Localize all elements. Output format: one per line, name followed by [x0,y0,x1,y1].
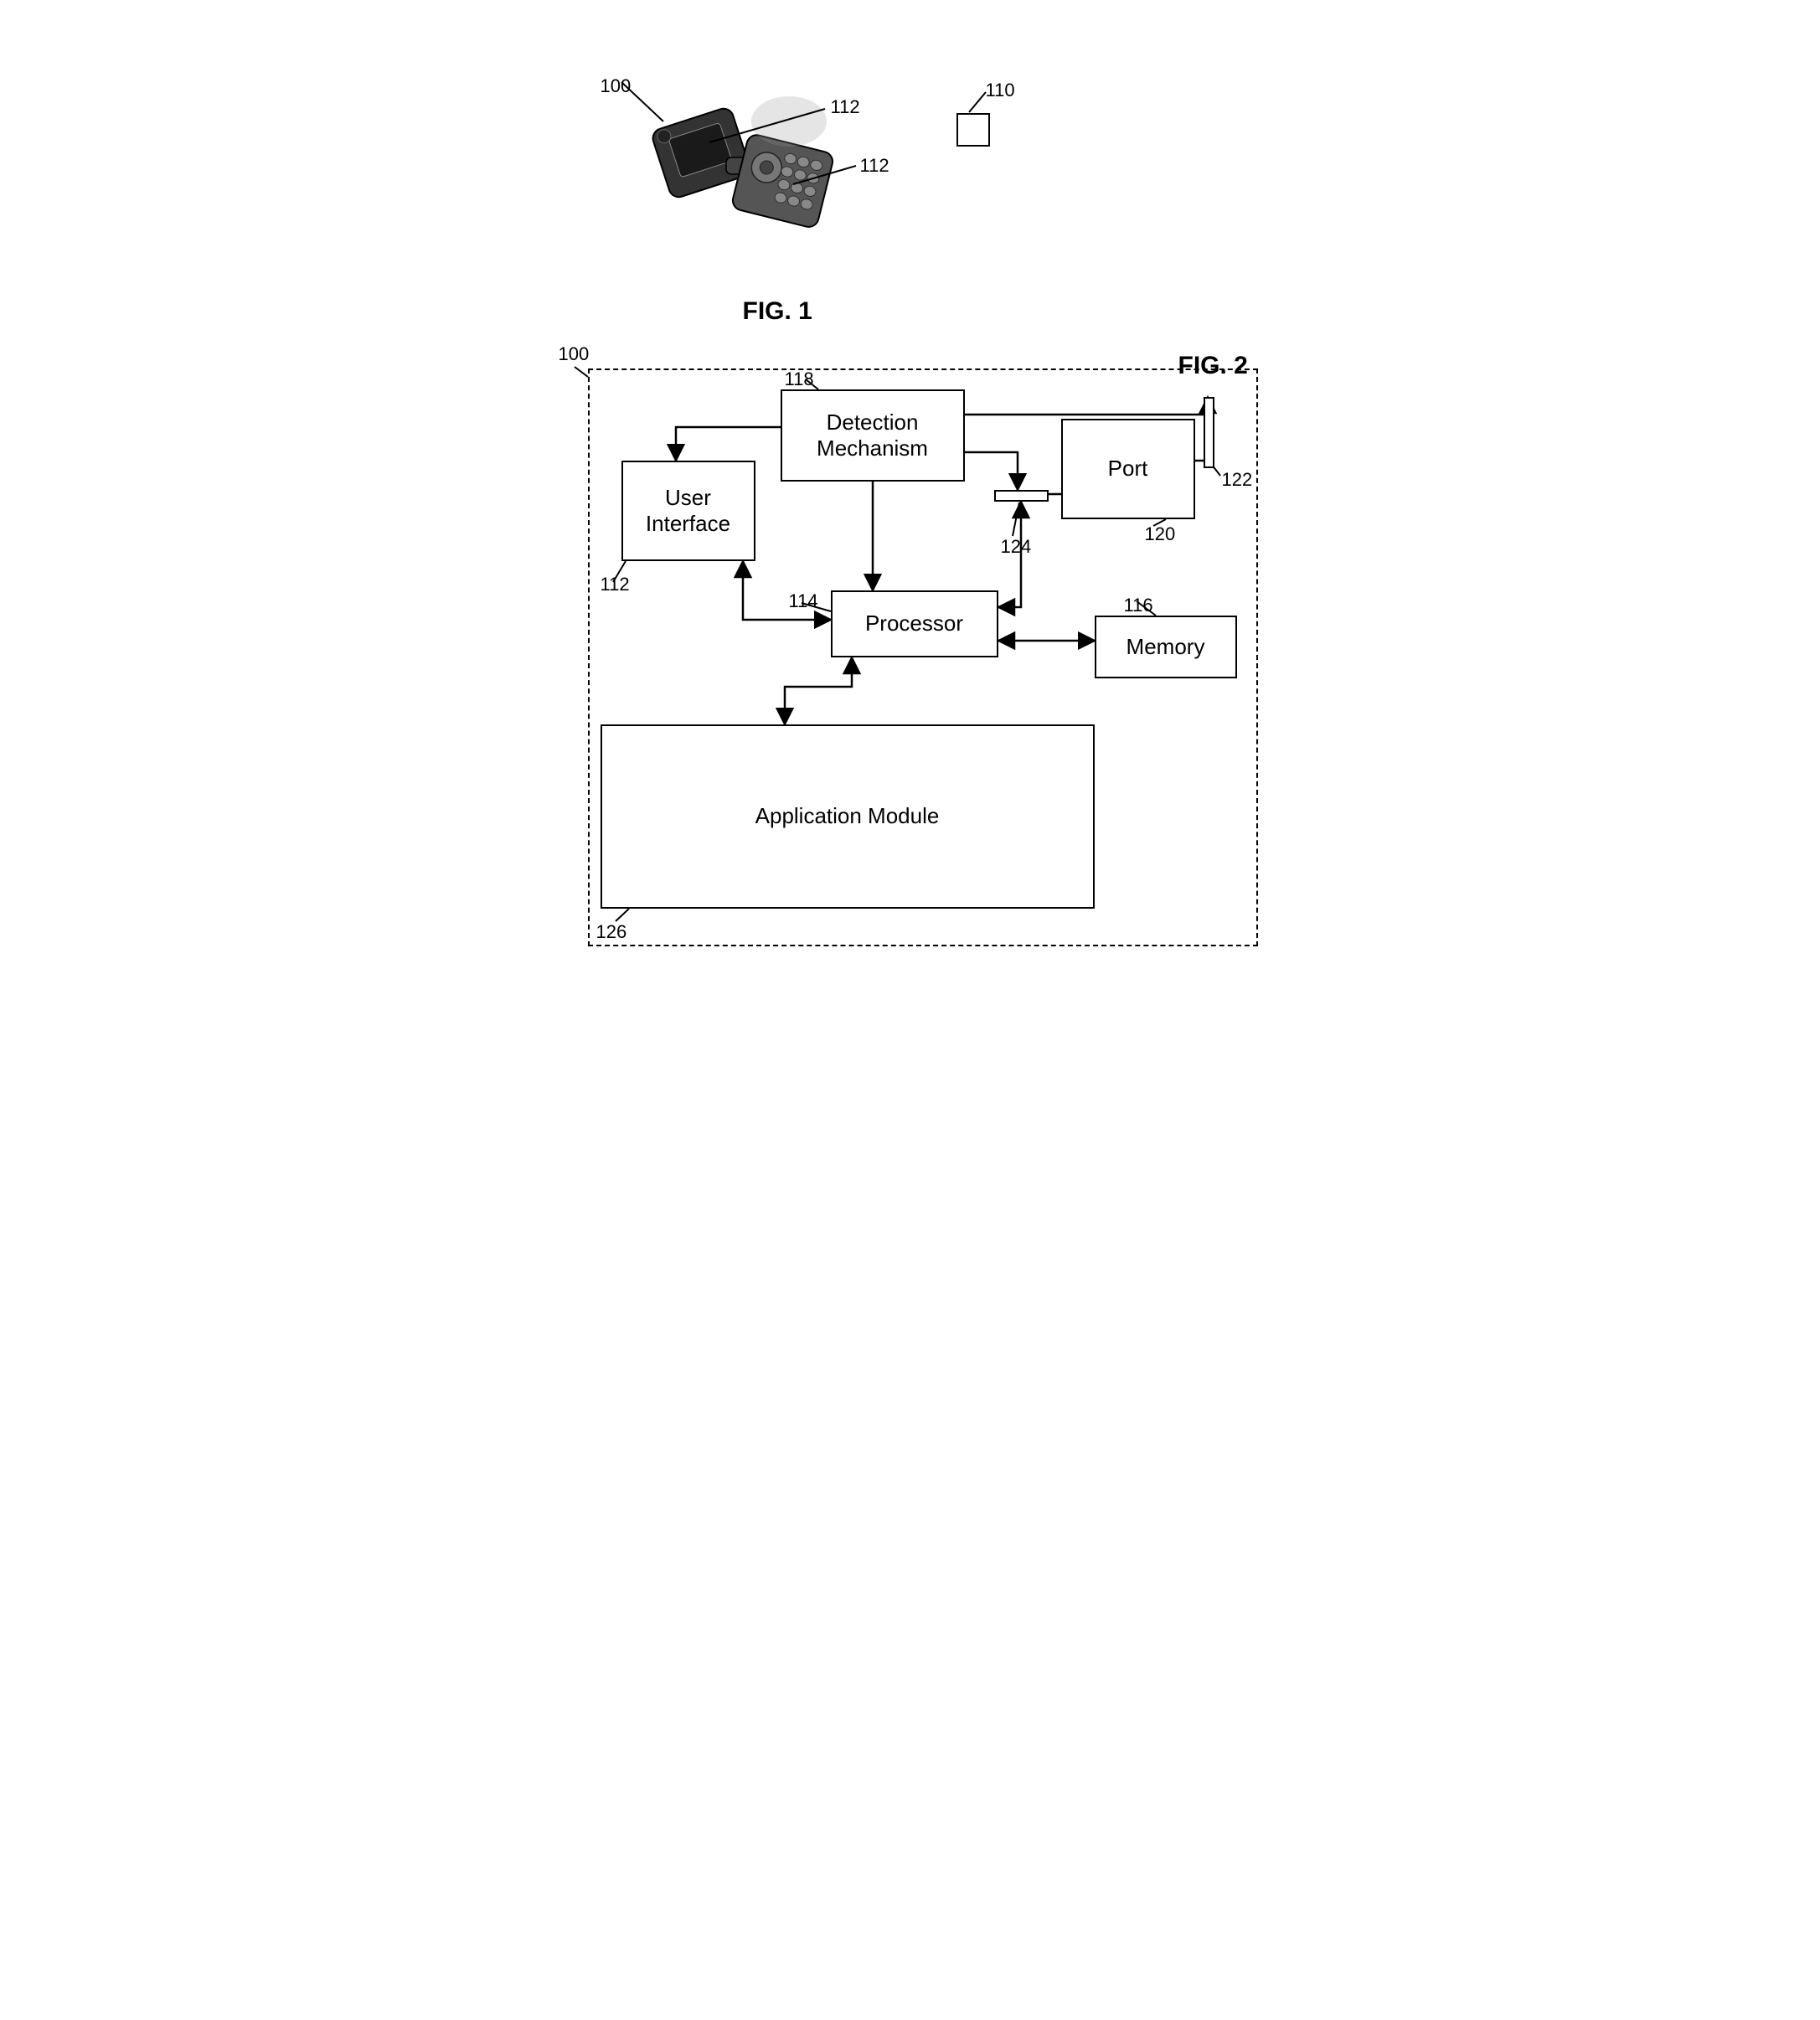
block-label: Memory [1127,634,1205,660]
ref-number: 100 [559,343,590,365]
block-label: Port [1108,456,1148,482]
block-port: Port [1061,419,1195,519]
ref-number: 126 [596,921,627,943]
ref-number: 116 [1124,595,1153,616]
block-memory: Memory [1095,616,1237,678]
block-processor: Processor [831,590,998,657]
block-label: DetectionMechanism [817,410,928,461]
ref-number: 110 [986,80,1015,101]
ref-number: 112 [831,96,860,118]
ref-number: 120 [1145,523,1176,545]
ref-number: 118 [785,368,814,390]
block-ui: UserInterface [621,461,755,561]
ref-number: 122 [1222,469,1253,491]
ref-number: 124 [1001,536,1032,558]
ref-number: 114 [789,590,818,612]
ref-number: 112 [860,155,889,177]
block-label: Processor [865,611,963,636]
figure-label: FIG. 1 [743,297,812,326]
block-detect: DetectionMechanism [781,389,965,482]
port-attachment-a124 [994,490,1049,502]
ref-number: 112 [601,574,630,595]
block-label: UserInterface [646,485,730,537]
port-attachment-a122 [1204,397,1214,468]
block-label: Application Module [755,803,940,829]
block-appmod: Application Module [601,724,1095,909]
external-device-box [956,113,990,147]
ref-number: 100 [601,75,632,97]
